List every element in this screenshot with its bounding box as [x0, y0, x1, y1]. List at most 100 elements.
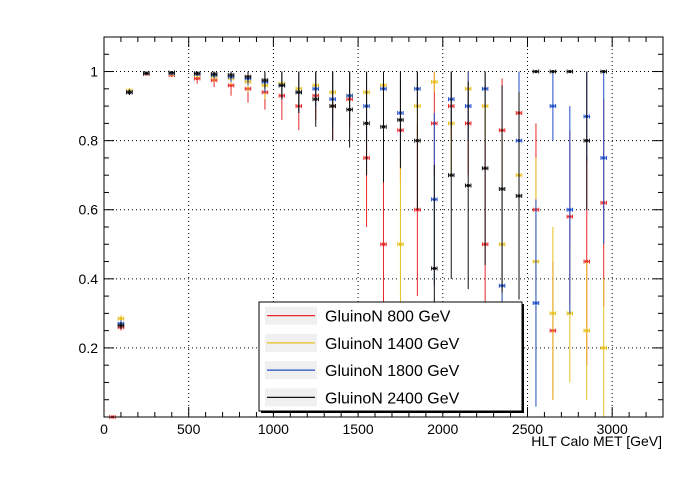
data-point: [532, 69, 540, 74]
data-point: [431, 71, 438, 93]
data-point: [583, 71, 591, 210]
marker: [432, 80, 436, 84]
marker: [170, 71, 174, 75]
marker: [365, 121, 369, 125]
marker: [297, 90, 301, 94]
x-tick-label: 0: [100, 421, 108, 437]
data-point: [397, 71, 404, 169]
marker: [348, 108, 352, 112]
marker: [585, 139, 589, 143]
data-point: [515, 92, 523, 300]
data-point: [600, 278, 607, 417]
marker: [602, 346, 606, 350]
data-point: [414, 71, 421, 210]
data-point: [363, 71, 370, 176]
data-point: [532, 199, 540, 407]
marker: [602, 156, 606, 160]
marker: [229, 73, 233, 77]
marker: [119, 323, 123, 327]
marker: [382, 125, 385, 129]
marker: [449, 173, 453, 177]
legend-label: GluinoN 2400 GeV: [325, 390, 460, 407]
marker: [127, 90, 131, 94]
marker: [602, 70, 606, 74]
legend-entry: GluinoN 1400 GeV: [265, 333, 460, 353]
data-point: [227, 71, 235, 79]
data-point: [498, 85, 506, 293]
x-tick-label: 3000: [597, 421, 628, 437]
x-tick-label: 500: [177, 421, 201, 437]
data-point: [278, 71, 286, 100]
data-point: [549, 69, 557, 74]
data-point: [566, 69, 574, 74]
marker: [551, 70, 555, 74]
data-point: [380, 71, 387, 183]
marker: [585, 329, 589, 333]
y-tick-label: 0.6: [79, 202, 99, 218]
y-tick-label: 1: [90, 64, 98, 80]
data-point: [600, 69, 607, 74]
data-point: [312, 71, 319, 127]
marker: [398, 242, 402, 246]
marker: [382, 242, 385, 246]
marker: [398, 118, 402, 122]
data-point: [261, 71, 269, 89]
marker: [568, 70, 572, 74]
marker: [263, 78, 267, 82]
marker: [466, 184, 470, 188]
data-point: [549, 71, 557, 141]
marker: [212, 72, 216, 76]
marker: [534, 301, 538, 305]
x-axis-label: HLT Calo MET [GeV]: [531, 433, 662, 449]
marker: [144, 71, 148, 75]
marker: [551, 104, 555, 108]
marker: [246, 75, 250, 79]
marker: [331, 104, 335, 108]
data-point: [346, 71, 353, 148]
x-tick-label: 2000: [427, 421, 458, 437]
legend-entry: GluinoN 2400 GeV: [265, 388, 460, 407]
marker: [415, 139, 419, 143]
marker: [500, 187, 504, 191]
data-point: [143, 71, 150, 76]
data-point: [329, 71, 336, 141]
data-point: [210, 71, 218, 77]
legend-label: GluinoN 1400 GeV: [325, 336, 460, 353]
marker: [534, 70, 538, 74]
marker: [195, 71, 199, 75]
data-point: [244, 71, 252, 82]
marker: [551, 311, 555, 315]
data-point: [600, 71, 607, 245]
marker: [280, 83, 284, 87]
series-4: [117, 69, 607, 373]
axis-layer: 0 500 1000 1500 2000 2500 3000 0.2 0.4 0.6 0.8 1: [79, 36, 664, 437]
data-point: [117, 322, 125, 329]
marker: [483, 166, 487, 170]
data-point: [126, 89, 133, 96]
legend-entry: GluinoN 1800 GeV: [265, 361, 460, 380]
y-tick-label: 0.4: [79, 271, 99, 287]
x-tick-label: 1500: [343, 421, 374, 437]
data-point: [481, 71, 489, 265]
data-point: [193, 71, 201, 76]
data-point: [549, 227, 557, 400]
marker: [432, 266, 436, 270]
data-point: [464, 81, 472, 290]
data-point: [168, 70, 175, 75]
legend: GluinoN 800 GeV GluinoN 1400 GeV GluinoN 1…: [258, 301, 524, 413]
data-point: [295, 71, 303, 113]
marker: [568, 208, 572, 212]
marker: [314, 97, 318, 101]
x-tick-label: 2500: [512, 421, 543, 437]
legend-entry: GluinoN 800 GeV: [265, 306, 451, 326]
data-point: [583, 261, 591, 400]
legend-label: GluinoN 800 GeV: [325, 309, 451, 326]
legend-label: GluinoN 1800 GeV: [325, 363, 460, 380]
x-tick-label: 1000: [258, 421, 289, 437]
marker: [119, 317, 123, 321]
data-point: [448, 71, 455, 279]
y-tick-label: 0.8: [79, 133, 99, 149]
y-tick-label: 0.2: [79, 340, 99, 356]
